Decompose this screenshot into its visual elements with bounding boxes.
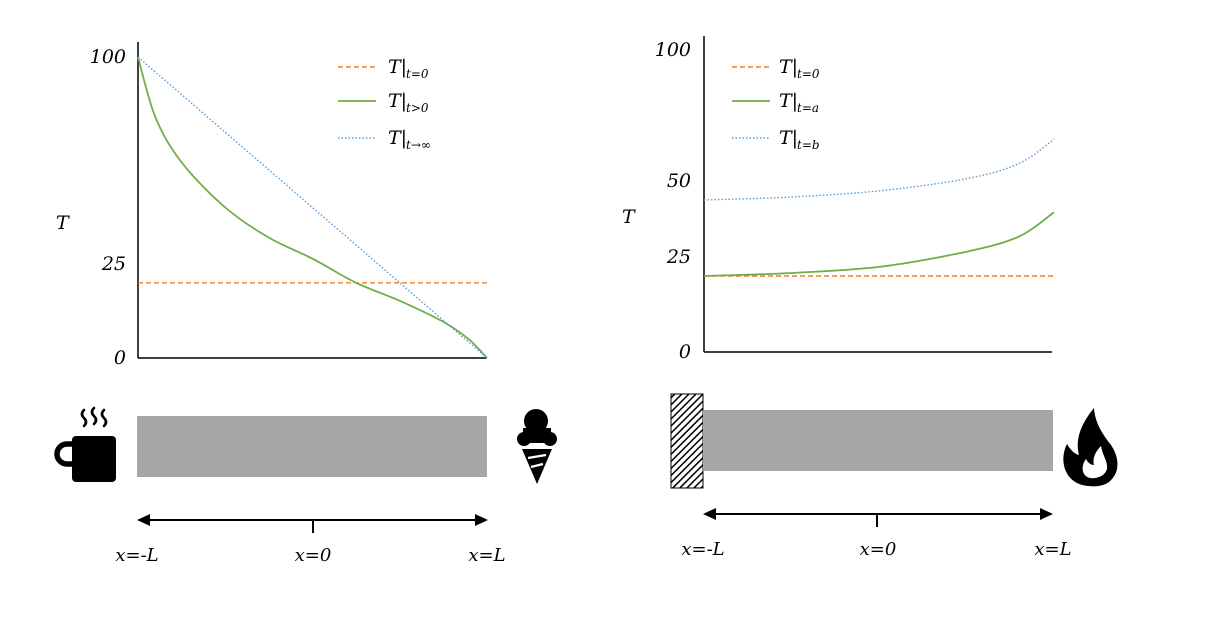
right-series-line-final xyxy=(703,138,1055,201)
right-y-tick-100: 100 xyxy=(655,39,691,61)
mug-body xyxy=(72,436,116,482)
left-series-line-intermediate xyxy=(137,56,488,359)
right-y-tick-0: 0 xyxy=(679,341,691,363)
left-rod xyxy=(137,416,487,477)
right-legend-sub-intermediate: t=a xyxy=(797,101,819,115)
steam-wisp-2 xyxy=(90,406,98,426)
left-y-tick-25: 25 xyxy=(101,253,126,275)
fire-icon xyxy=(1063,408,1118,487)
left-label-x-l: x=L xyxy=(468,545,505,566)
right-series-group xyxy=(703,138,1055,277)
steam-wisp-1 xyxy=(80,408,88,428)
right-legend-sub-final: t=b xyxy=(797,138,820,152)
right-legend: T| t=0 T| t=a T| t=b xyxy=(732,56,820,152)
right-panel: 100 50 25 0 T T| t=0 T| t=a T| xyxy=(622,36,1118,560)
hot-coffee-mug-icon xyxy=(54,406,116,482)
left-legend-main-final: T| xyxy=(388,127,407,149)
mug-handle xyxy=(54,441,73,467)
right-chart: 100 50 25 0 T T| t=0 T| t=a T| xyxy=(622,36,1055,363)
left-legend-main-initial: T| xyxy=(388,56,407,78)
right-y-axis-label: T xyxy=(622,206,636,228)
left-legend-main-intermediate: T| xyxy=(388,90,407,112)
right-legend-entry-initial: T| t=0 xyxy=(732,56,820,81)
left-legend-sub-initial: t=0 xyxy=(406,67,429,81)
steam-wisp-3 xyxy=(100,408,108,428)
left-arrowhead-left xyxy=(137,514,150,526)
left-series-line-final xyxy=(137,56,488,359)
right-label-x-zero: x=0 xyxy=(860,539,897,560)
right-legend-main-final: T| xyxy=(779,127,798,149)
left-series-group xyxy=(137,56,488,359)
left-legend-sub-intermediate: t>0 xyxy=(406,101,429,115)
scoop-mid xyxy=(523,428,551,443)
flame-inner xyxy=(1082,446,1108,479)
right-legend-entry-intermediate: T| t=a xyxy=(732,90,819,115)
left-y-tick-0: 0 xyxy=(114,347,126,369)
left-chart: 100 25 0 T T| t=0 T| t>0 T| xyxy=(56,42,488,369)
right-legend-sub-initial: t=0 xyxy=(797,67,820,81)
right-legend-main-intermediate: T| xyxy=(779,90,798,112)
right-series-line-intermediate xyxy=(703,211,1055,277)
right-y-tick-50: 50 xyxy=(667,170,691,192)
scoop-top xyxy=(524,409,548,433)
left-label-x-zero: x=0 xyxy=(295,545,332,566)
insulated-wall-icon xyxy=(670,393,704,489)
right-label-x-minus-l: x=-L xyxy=(681,539,724,560)
left-y-tick-100: 100 xyxy=(90,46,126,68)
left-y-axis-label: T xyxy=(56,212,70,234)
left-panel: 100 25 0 T T| t=0 T| t>0 T| xyxy=(54,42,557,566)
left-legend-entry-intermediate: T| t>0 xyxy=(338,90,429,115)
left-legend-sub-final: t→∞ xyxy=(406,138,431,152)
ice-cream-cone-icon xyxy=(517,409,557,484)
right-y-tick-25: 25 xyxy=(666,246,691,268)
left-label-x-minus-l: x=-L xyxy=(115,545,158,566)
right-rod xyxy=(703,410,1053,471)
left-legend: T| t=0 T| t>0 T| t→∞ xyxy=(338,56,431,152)
left-legend-entry-final: T| t→∞ xyxy=(338,127,431,152)
right-arrowhead-right xyxy=(1040,508,1053,520)
left-arrowhead-right xyxy=(475,514,488,526)
cone-stripes xyxy=(527,453,547,469)
left-legend-entry-initial: T| t=0 xyxy=(338,56,429,81)
right-legend-entry-final: T| t=b xyxy=(732,127,820,152)
right-arrowhead-left xyxy=(703,508,716,520)
right-label-x-l: x=L xyxy=(1034,539,1071,560)
right-legend-main-initial: T| xyxy=(779,56,798,78)
